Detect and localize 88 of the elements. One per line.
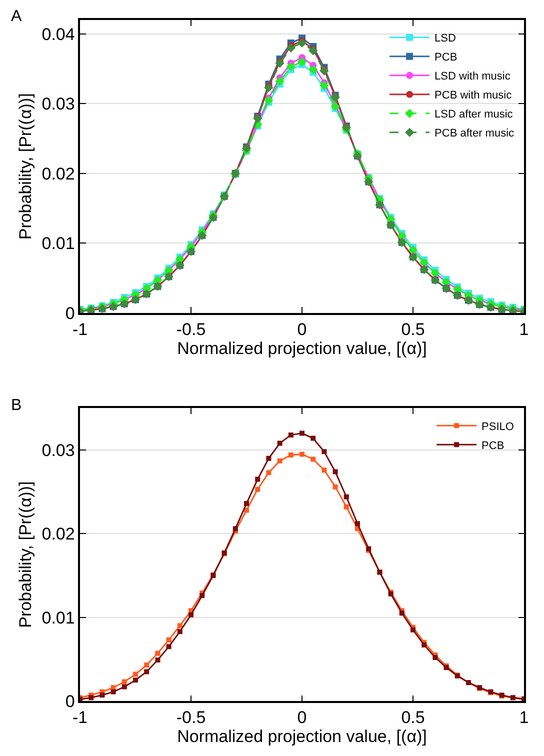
x-tick-label: -0.5: [176, 708, 206, 728]
y-tick-label: 0.03: [42, 440, 75, 460]
x-axis-title: Normalized projection value, [(α)]: [177, 338, 427, 358]
point: [266, 470, 272, 476]
point: [264, 83, 274, 92]
point: [297, 38, 307, 48]
y-axis-title: Probability, [Pr((α))]: [16, 93, 35, 240]
point: [244, 501, 249, 506]
x-tick-label: 0.5: [401, 708, 425, 728]
point: [277, 458, 282, 464]
y-tick-label: 0.02: [42, 524, 75, 544]
point: [310, 436, 316, 441]
y-tick-label: 0: [65, 304, 75, 323]
point: [277, 440, 282, 446]
point: [332, 484, 338, 490]
point: [200, 593, 205, 598]
y-tick-label: 0.04: [42, 24, 75, 44]
point: [110, 685, 116, 690]
point: [122, 684, 127, 690]
point: [255, 486, 260, 492]
x-tick-label: 0.5: [401, 320, 425, 339]
point: [133, 672, 138, 677]
point: [264, 96, 274, 105]
point: [320, 66, 329, 76]
x-tick-label: 1: [519, 708, 529, 728]
point: [332, 469, 338, 474]
point: [297, 57, 307, 66]
point: [300, 430, 304, 436]
point: [255, 476, 260, 482]
point: [144, 662, 150, 668]
text: B: [11, 397, 22, 414]
point: [432, 654, 438, 660]
x-tick-label: -1: [72, 320, 88, 339]
legend-label: LSD after music: [434, 108, 514, 121]
x-tick-label: 0: [297, 708, 307, 728]
legend-label: PSILO: [482, 420, 514, 433]
x-tick-label: 1: [519, 320, 529, 339]
point: [320, 80, 329, 90]
point: [177, 629, 182, 634]
point: [410, 627, 416, 632]
point: [308, 46, 318, 56]
point: [275, 58, 284, 68]
y-tick-label: 0: [65, 692, 75, 711]
point: [166, 637, 172, 642]
point: [188, 612, 194, 618]
point: [122, 679, 127, 684]
point: [100, 692, 105, 698]
point: [232, 526, 238, 532]
y-tick-label: 0.03: [42, 94, 75, 114]
point: [308, 64, 318, 74]
point: [344, 494, 349, 500]
point: [88, 695, 94, 700]
point: [110, 689, 116, 694]
point: [177, 623, 182, 628]
y-tick-label: 0.02: [42, 164, 75, 184]
point: [286, 62, 296, 72]
point: [355, 521, 360, 526]
legend-label: PCB: [434, 52, 458, 64]
legend-label: PCB: [482, 440, 504, 452]
x-tick-label: -1: [72, 708, 88, 728]
point: [422, 642, 427, 648]
point: [286, 43, 296, 52]
point: [310, 456, 316, 462]
point: [399, 610, 404, 616]
x-axis-title: Normalized projection value, [(α)]: [177, 727, 427, 746]
point: [300, 452, 304, 457]
point: [275, 76, 284, 86]
point: [322, 449, 327, 454]
point: [133, 678, 138, 683]
legend-label: LSD with music: [434, 70, 511, 83]
x-tick-label: -0.5: [176, 320, 206, 339]
point: [155, 650, 160, 656]
x-tick-label: 0: [297, 320, 307, 339]
point: [344, 504, 349, 510]
legend-label: LSD: [434, 32, 456, 45]
y-axis-title: Probability, [Pr((α))]: [16, 481, 35, 628]
point: [166, 644, 172, 650]
y-tick-label: 0.01: [42, 608, 75, 628]
point: [155, 658, 160, 662]
y-tick-label: 0.01: [42, 234, 75, 254]
legend-label: PCB with music: [434, 90, 512, 102]
legend-label: PCB after music: [434, 128, 515, 140]
text: A: [11, 8, 22, 25]
point: [322, 468, 327, 473]
point: [144, 669, 150, 674]
point: [288, 452, 294, 458]
point: [266, 456, 272, 461]
point: [288, 432, 294, 438]
